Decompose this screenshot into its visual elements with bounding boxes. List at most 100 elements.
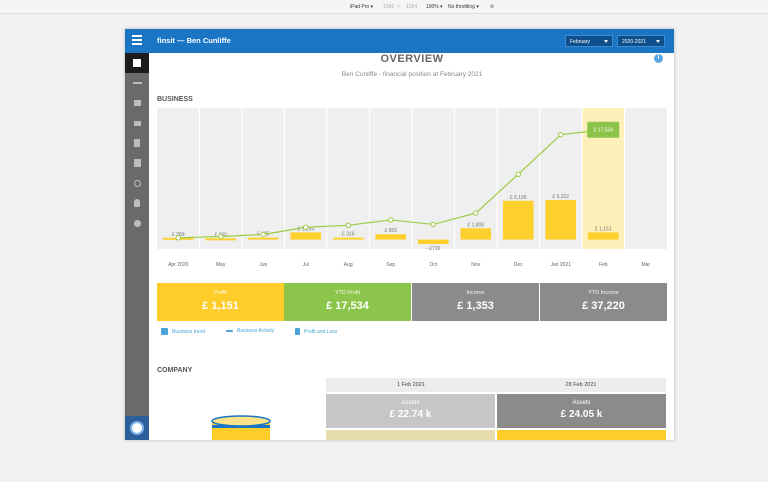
app-title: finsit — Ben Cunliffe (157, 36, 231, 45)
line-point (515, 171, 521, 177)
viewport-height-input[interactable]: 1024 (406, 4, 418, 10)
sidebar-item-bar-chart[interactable] (125, 93, 149, 113)
business-trend-label: Business trend (172, 328, 206, 335)
ytd-profit-card[interactable]: YTD Profit £ 17,534 (284, 283, 411, 321)
user-icon (134, 199, 140, 207)
summary-cards: Profit £ 1,151 YTD Profit £ 17,534 Incom… (157, 283, 667, 321)
assets-end-value: £ 24.05 k (560, 409, 603, 420)
bar (587, 232, 619, 240)
date-column-end: 28 Feb 2021 (565, 382, 597, 388)
profit-card[interactable]: Profit £ 1,151 (157, 283, 284, 321)
sidebar-item-settings[interactable] (125, 213, 149, 233)
bar-label: £ 289 (172, 232, 185, 238)
avatar[interactable] (125, 416, 149, 440)
bar-label: £ 6,195 (510, 195, 527, 201)
sidebar-item-reports[interactable] (125, 153, 149, 173)
menu-icon[interactable] (132, 35, 142, 45)
trend-icon (161, 328, 168, 335)
x-tick-label: Oct (429, 262, 437, 268)
business-trend-link[interactable]: Business trend (161, 328, 205, 335)
throttle-select[interactable]: No throttling ▾ (448, 4, 479, 10)
income-card[interactable]: Income £ 1,353 (411, 283, 539, 321)
company-table-header: 1 Feb 2021 28 Feb 2021 (326, 378, 666, 392)
line-point (473, 210, 479, 216)
x-tick-label: Aug (344, 262, 353, 268)
bar-label: £ 1,808 (467, 222, 484, 228)
business-activity-label: Business Activity (237, 328, 275, 334)
bar (417, 239, 449, 245)
search-icon (133, 179, 141, 187)
chevron-down-icon (604, 40, 608, 43)
assets-start-cell[interactable]: Assets £ 22.74 k (326, 394, 495, 428)
bar (247, 237, 279, 240)
area-chart-icon (133, 120, 141, 126)
assets-cylinder-graphic (211, 415, 271, 440)
ytd-income-card[interactable]: YTD Income £ 37,220 (539, 283, 667, 321)
sidebar-item-area-chart[interactable] (125, 113, 149, 133)
next-row (326, 430, 666, 440)
bar-label: - £719 (426, 246, 440, 252)
page-title: OVERVIEW (380, 53, 444, 65)
month-select-value: February (570, 39, 591, 45)
gear-icon (133, 219, 141, 227)
ytd-income-card-label: YTD Income (588, 290, 619, 296)
device-toolbar: iPad Pro ▾ 1366 × 1024 100% ▾ No throttl… (0, 0, 768, 14)
bar-label: £ 316 (342, 232, 355, 238)
info-icon[interactable]: i (654, 54, 663, 63)
pulse-icon (226, 330, 233, 332)
x-tick-label: Nov (471, 262, 480, 268)
bar-label: £ 855 (384, 228, 397, 234)
line-point (558, 131, 564, 138)
report-icon (133, 159, 141, 167)
profit-and-loss-link[interactable]: Profit and Loss (295, 328, 337, 335)
next-row-end-cell[interactable] (497, 430, 666, 440)
sidebar-item-search[interactable] (125, 173, 149, 193)
profit-and-loss-label: Profit and Loss (304, 328, 338, 335)
viewport-width-input[interactable]: 1366 (383, 4, 395, 10)
profit-card-label: Profit (214, 290, 227, 296)
zoom-select[interactable]: 100% ▾ (426, 4, 443, 10)
business-activity-link[interactable]: Business Activity (226, 328, 274, 334)
x-tick-label: Jul (303, 262, 309, 268)
next-row-start-cell[interactable] (326, 430, 495, 440)
year-select-value: 2020-2021 (622, 39, 646, 45)
ytd-income-card-value: £ 37,220 (582, 300, 625, 312)
page-subtitle: Ben Cunliffe - financial position at Feb… (341, 71, 483, 78)
x-tick-label: Apr 2020 (168, 262, 189, 268)
assets-row: Assets £ 22.74 k Assets £ 24.05 k (326, 394, 666, 428)
assets-start-value: £ 22.74 k (389, 409, 432, 420)
bar (375, 234, 407, 240)
x-tick-label: Feb (599, 262, 608, 268)
document-icon (295, 328, 300, 335)
bar-chart-icon (133, 100, 141, 106)
date-column-start: 1 Feb 2021 (397, 382, 425, 388)
ytd-profit-card-value: £ 17,534 (326, 300, 369, 312)
sidebar-item-overview[interactable] (125, 53, 149, 73)
line-point (303, 224, 309, 230)
x-tick-label: Mar (641, 262, 650, 268)
top-bar: finsit — Ben Cunliffe February 2020-2021 (125, 29, 674, 53)
assets-end-cell[interactable]: Assets £ 24.05 k (497, 394, 666, 428)
x-tick-label: Jun (259, 262, 267, 268)
bar-label: £ 1,151 (595, 226, 612, 232)
x-tick-label: Dec (514, 262, 523, 268)
year-select[interactable]: 2020-2021 (617, 35, 665, 47)
chevron-down-icon (656, 40, 660, 43)
ytd-profit-card-label: YTD Profit (334, 290, 361, 296)
rotate-icon[interactable]: ⟳ (490, 4, 495, 10)
line-point (175, 235, 181, 241)
month-select[interactable]: February (565, 35, 613, 47)
sidebar-item-user[interactable] (125, 193, 149, 213)
line-point (218, 233, 224, 240)
sidebar-item-activity[interactable] (125, 73, 149, 93)
business-section-title: BUSINESS (157, 96, 193, 103)
bar (460, 228, 492, 240)
income-card-label: Income (466, 290, 485, 296)
device-select[interactable]: iPad Pro ▾ (350, 4, 374, 10)
bar (332, 237, 364, 240)
x-tick-label: Jan 2021 (550, 262, 571, 268)
bar (290, 232, 322, 240)
sidebar-item-document[interactable] (125, 133, 149, 153)
bar-label: £ 6,322 (552, 194, 569, 200)
ytd-label: £ 17,534 (594, 128, 614, 134)
